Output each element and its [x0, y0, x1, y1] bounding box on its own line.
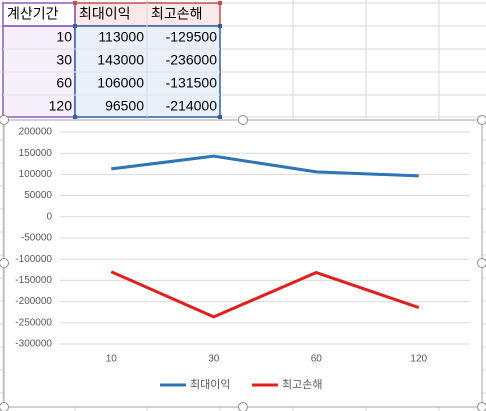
cell: 106000 — [97, 75, 144, 91]
resize-handle[interactable] — [238, 115, 248, 125]
range-handle — [73, 1, 77, 5]
range-handle — [218, 24, 222, 28]
table: 계산기간 최대이익 최고손해 10 113000 -129500 30 143000 -2360… — [2, 1, 222, 119]
range-handle — [73, 115, 77, 119]
y-tick-label: 50000 — [24, 190, 52, 201]
resize-handle[interactable] — [477, 402, 486, 411]
y-tick-label: -100000 — [15, 254, 52, 265]
range-handle — [218, 1, 222, 5]
x-tick-label: 30 — [208, 354, 220, 365]
y-tick-label: -200000 — [15, 296, 52, 307]
cell: -214000 — [166, 98, 218, 114]
legend-label: 최고손해 — [282, 377, 322, 391]
x-tick-label: 10 — [106, 354, 118, 365]
series-line — [111, 154, 419, 178]
cell: 30 — [56, 52, 72, 68]
series-line — [110, 270, 420, 319]
cell: 60 — [56, 75, 72, 91]
cell: 96500 — [105, 98, 144, 114]
y-tick-label: -50000 — [21, 233, 53, 244]
y-tick-label: 150000 — [19, 148, 53, 159]
cell: -131500 — [166, 75, 218, 91]
x-tick-label: 120 — [410, 354, 427, 365]
legend-label: 최대이익 — [190, 378, 230, 391]
cell: 143000 — [97, 52, 144, 68]
resize-handle[interactable] — [477, 115, 486, 125]
y-tick-label: 200000 — [19, 127, 53, 138]
cell: 113000 — [98, 29, 144, 45]
header-cell: 최대이익 — [79, 6, 131, 22]
range-handle — [73, 24, 77, 28]
cell: 120 — [49, 98, 73, 114]
y-tick-label: -300000 — [15, 339, 52, 350]
cell: -236000 — [166, 52, 218, 68]
chart-frame[interactable] — [3, 119, 483, 408]
cell: 10 — [56, 29, 72, 45]
cell: -129500 — [166, 29, 218, 45]
header-cell: 계산기간 — [7, 6, 59, 22]
resize-handle[interactable] — [477, 258, 486, 268]
range-handle — [218, 115, 222, 119]
range-a1 — [2, 2, 76, 27]
resize-handle[interactable] — [238, 402, 248, 411]
resize-handle[interactable] — [0, 115, 9, 125]
resize-handle[interactable] — [0, 402, 9, 411]
y-tick-label: -150000 — [15, 275, 52, 286]
resize-handle[interactable] — [0, 258, 9, 268]
chart: -300000 -250000 -200000 -150000 -100000 -5000… — [0, 115, 486, 411]
y-tick-label: 0 — [46, 211, 52, 222]
header-cell: 최고손해 — [151, 6, 203, 22]
x-tick-label: 60 — [311, 354, 323, 365]
y-tick-label: 100000 — [19, 169, 53, 180]
y-tick-label: -250000 — [15, 317, 52, 328]
